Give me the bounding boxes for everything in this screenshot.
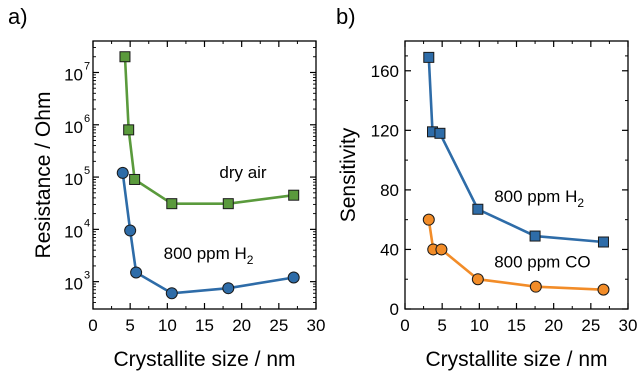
panel-label: b) [336, 4, 356, 29]
x-axis-label: Crystallite size / nm [113, 348, 295, 371]
data-point [434, 127, 446, 139]
series-line [121, 172, 294, 295]
x-tick-label: 10 [470, 316, 489, 335]
x-tick-label: 30 [619, 316, 638, 335]
data-point [435, 243, 448, 256]
panel-label: a) [8, 4, 28, 29]
data-point [123, 124, 135, 136]
x-tick-label: 20 [544, 316, 563, 335]
y-tick-label: 80 [380, 181, 399, 200]
annotation-subscript: 2 [577, 196, 584, 210]
y-tick-label: 120 [371, 121, 399, 140]
panel-b: b) 0 5 10 15 20 25 30 0 40 80 120 160 Crystallite siz… [336, 4, 637, 371]
x-tick-label: 0 [400, 316, 409, 335]
y-tick-label: 10 [64, 275, 83, 294]
data-point [597, 283, 610, 296]
data-point [471, 273, 484, 286]
x-tick-label: 0 [88, 316, 97, 335]
y-tick-label: 10 [64, 170, 83, 189]
data-point [597, 236, 609, 248]
x-tick-label: 25 [581, 316, 600, 335]
series-line [123, 56, 294, 205]
data-point [472, 203, 484, 215]
data-point [529, 230, 541, 242]
y-tick-label-exponent: 6 [84, 113, 90, 125]
y-tick-label-exponent: 7 [84, 60, 90, 72]
x-tick-label: 5 [437, 316, 446, 335]
data-point [222, 198, 234, 210]
x-tick-label: 25 [269, 316, 288, 335]
x-tick-label: 30 [307, 316, 326, 335]
x-tick-label: 10 [158, 316, 177, 335]
x-tick-label: 20 [232, 316, 251, 335]
data-point [129, 173, 141, 185]
annotation-subscript: 2 [247, 253, 254, 267]
data-point [165, 287, 178, 300]
y-tick-label: 40 [380, 240, 399, 259]
data-point [124, 224, 137, 237]
data-point [166, 198, 178, 210]
data-point [130, 266, 143, 279]
y-tick-label-exponent: 3 [84, 270, 90, 282]
y-tick-label: 160 [371, 62, 399, 81]
x-tick-label: 15 [507, 316, 526, 335]
y-tick-label: 10 [64, 118, 83, 137]
y-axis-label: Resistance / Ohm [32, 92, 55, 259]
annotation: 800 ppm H2 [494, 187, 584, 210]
annotation: 800 ppm CO [494, 252, 590, 271]
x-tick-label: 15 [195, 316, 214, 335]
y-tick-label-exponent: 4 [84, 217, 90, 229]
y-tick-label: 0 [390, 300, 399, 319]
data-point [288, 189, 300, 201]
data-point [422, 213, 435, 226]
data-point [119, 51, 131, 63]
y-tick-label: 10 [64, 65, 83, 84]
data-point [222, 282, 235, 295]
data-point [287, 271, 300, 284]
y-tick-label-exponent: 5 [84, 165, 90, 177]
data-point [116, 166, 129, 179]
series-line [427, 57, 604, 244]
x-axis-label: Crystallite size / nm [425, 348, 607, 371]
x-tick-label: 5 [125, 316, 134, 335]
y-tick-label: 10 [64, 222, 83, 241]
annotation: 800 ppm H2 [164, 244, 254, 267]
annotation: dry air [219, 163, 267, 182]
data-point [529, 280, 542, 293]
y-axis-label: Sensitivity [337, 127, 360, 222]
data-point [423, 51, 435, 63]
